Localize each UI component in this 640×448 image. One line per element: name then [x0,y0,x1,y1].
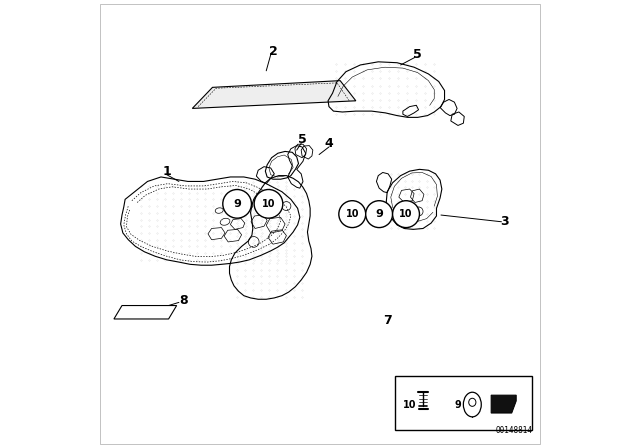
Ellipse shape [463,392,481,417]
Text: 10: 10 [346,209,359,219]
Text: 10: 10 [262,199,275,209]
Circle shape [392,201,419,228]
Text: 9: 9 [375,209,383,219]
Polygon shape [491,395,516,413]
Text: 10: 10 [403,400,417,409]
Polygon shape [192,81,356,108]
Text: 3: 3 [500,215,509,228]
Text: O0148814: O0148814 [496,426,533,435]
Circle shape [254,190,283,218]
Text: 1: 1 [163,164,171,178]
Text: 9: 9 [454,400,461,409]
Circle shape [365,201,392,228]
Text: 7: 7 [383,314,392,327]
Text: 9: 9 [233,199,241,209]
Bar [396,376,532,430]
Text: 2: 2 [269,45,277,58]
Text: 5: 5 [413,48,422,61]
Ellipse shape [468,398,476,406]
Circle shape [339,201,365,228]
Circle shape [223,190,252,218]
Text: 8: 8 [179,293,188,307]
Text: 4: 4 [324,137,333,150]
Text: 10: 10 [399,209,413,219]
Text: 5: 5 [298,133,307,146]
